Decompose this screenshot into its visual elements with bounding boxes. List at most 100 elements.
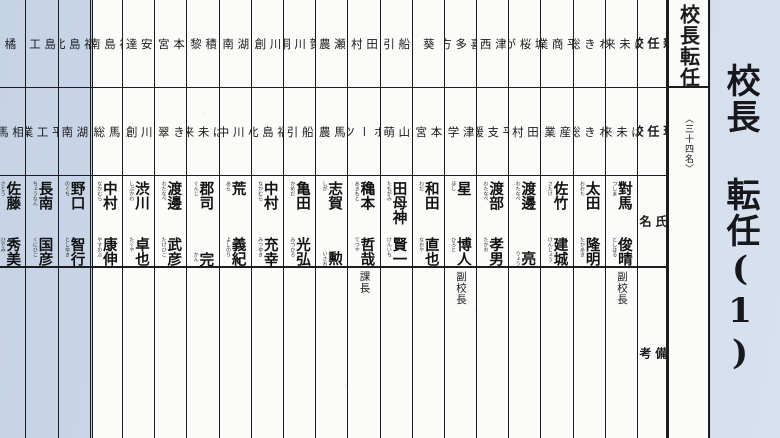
cell-person-name: 志賀 しが勲いさお [316, 176, 348, 268]
table-column[interactable]: 会津西陵平支援渡部わたなべ孝男たかお [477, 0, 510, 438]
person-given-name-furigana: くにひこ [31, 237, 38, 257]
cell-note [187, 268, 218, 438]
cell-note [26, 268, 57, 438]
cell-note [0, 268, 25, 438]
school-name: スポーツ課 [348, 125, 380, 139]
person-surname: 渋川 [133, 181, 151, 210]
person-surname: 野口 [68, 181, 86, 210]
table-column[interactable]: 須賀川創英館福島北中村なかむら充幸みつゆき [251, 0, 284, 438]
school-name: 相馬総合 [91, 125, 122, 139]
person-given-name: 直也 [422, 237, 440, 266]
page-headline: 校長 転任(1) [720, 63, 761, 375]
table-title-column: 校長転任 〈三十四名〉 [668, 0, 710, 438]
cell-new-school: 喜多方 [444, 0, 477, 88]
person-surname-furigana: わたなべ [160, 181, 167, 201]
table-column[interactable]: 磐城桜が丘田村渡邊わたなべ亮りょう [509, 0, 542, 438]
school-name: 橘 [3, 37, 18, 51]
school-name: いわき総合 [573, 37, 605, 51]
table-column[interactable]: 葵本宮和田 わだ 直也 なおや [412, 0, 445, 438]
cell-current-school: 小高産業技術 [541, 88, 573, 176]
person-surname: 長南 [36, 181, 54, 210]
person-given-name-furigana: りょう [514, 251, 521, 266]
person-surname-furigana: さとう [0, 181, 6, 196]
table-count: 〈三十四名〉 [683, 114, 693, 174]
school-name: 田村 [510, 125, 541, 139]
person-surname-furigana: さたけ [546, 181, 553, 196]
table-column[interactable]: 平商業小高産業技術佐竹さたけ建城けんじょう [541, 0, 574, 438]
person-given-name: 充幸 [261, 237, 279, 266]
person-surname: 渡部 [487, 181, 505, 210]
table-column[interactable]: 安積黎明ふたば未来学園郡司ぐんじ完かん [187, 0, 220, 438]
person-given-name-furigana: としゆき [64, 237, 71, 257]
person-surname-furigana: しが [321, 181, 328, 191]
table-column[interactable]: 福島南〈兼〉ふくしま新世相馬総合中村なかむら康伸やすのぶ [90, 0, 123, 438]
person-surname-furigana: なかむら [257, 181, 264, 201]
person-surname-furigana: わたなべ [514, 181, 521, 201]
table-column[interactable]: 橘相馬佐藤 さとう 秀美 ひでみ [0, 0, 27, 438]
person-given-name: 建城 [551, 237, 569, 266]
cell-person-name: 星ほし 博人 ひろと [444, 176, 477, 268]
table-column[interactable]: 岩瀬農業相馬農業志賀しが勲いさお [316, 0, 349, 438]
person-given-name: 光弘 [293, 237, 311, 266]
person-given-name: 哲哉 [358, 237, 376, 266]
table-column[interactable]: 船引郡山萌世田母神たもがみ賢一けんいち [380, 0, 413, 438]
table-column[interactable]: ふたば未来学園〈兼〉ふたば未来学園中ふたば未来学園對馬つしま俊晴としはる副校長 [605, 0, 638, 438]
table-column[interactable]: 喜多方会津学鳳星ほし博人ひろと副校長 [444, 0, 478, 438]
school-name: 本宮 [414, 125, 444, 139]
row-header-label: 新任校 [638, 37, 666, 51]
table-column[interactable]: 本宮いわき翠の杜渡邊わたなべ武彦たけひこ [155, 0, 188, 438]
table-column[interactable]: 須賀川桐陽船引亀田かめだ光弘みつひろ [283, 0, 317, 438]
person-given-name-furigana: たかあき [579, 237, 586, 257]
cell-current-school: 郡山萌世 [380, 88, 412, 176]
person-given-name-furigana: なおや [418, 237, 425, 252]
cell-current-school: スポーツ課 [348, 88, 380, 176]
cell-new-school: いわき総合 [573, 0, 605, 88]
cell-current-school: 小川中〈いわき市〉 [219, 88, 251, 176]
table-column[interactable]: 田村スポーツ課穐本あきもと哲哉てつや課長 [348, 0, 381, 438]
school-name: 船引 [285, 125, 315, 139]
cell-note [123, 268, 154, 438]
cell-new-school: 須賀川創英館 [251, 0, 283, 88]
cell-current-school: 湖南 [58, 88, 90, 176]
cell-note [381, 268, 412, 438]
cell-new-school: 安積黎明 [187, 0, 219, 88]
cell-person-name: 佐竹 さたけ 建城 けんじょう [541, 176, 573, 268]
cell-note [91, 268, 122, 438]
table-column[interactable]: 福島工業平工業長南ちょうなん国彦くにひこ [26, 0, 59, 438]
person-surname: 佐竹 [551, 181, 569, 210]
cell-new-school: 会津西陵 [477, 0, 509, 88]
cell-new-school: 湖南 [219, 0, 251, 88]
cell-note [59, 268, 90, 438]
cell-current-school: 相馬 [0, 88, 26, 176]
cell-new-school: 橘 [0, 0, 26, 88]
school-name: ふたば未来学園 [187, 125, 219, 139]
person-given-name: 国彦 [36, 237, 54, 266]
cell-note [220, 268, 251, 438]
person-surname-furigana: たもがみ [385, 181, 392, 201]
person-surname: 對馬 [615, 181, 633, 210]
person-given-name-furigana: たくや [128, 237, 135, 252]
cell-current-school: いわき総合 [573, 88, 605, 176]
person-given-name: 賢一 [390, 237, 408, 266]
cell-person-name: 亀田 かめだ 光弘 みつひろ [283, 176, 316, 268]
school-name: 葵 [421, 37, 436, 51]
table-column[interactable]: 安達須賀川創英館渋川しぶかわ卓也たくや [123, 0, 156, 438]
note-label: 副校長 [455, 271, 468, 306]
row-header-label: 現任校 [638, 125, 666, 139]
person-surname-furigana: わたなべ [482, 181, 489, 201]
cell-current-school: 平支援 [477, 88, 509, 176]
person-surname-furigana: つしま [611, 181, 618, 196]
table-column[interactable]: 福島北湖南野口 のぐち 智行 としゆき [58, 0, 91, 438]
school-name: 湖南 [221, 37, 251, 51]
school-name: 本宮 [156, 37, 186, 51]
school-name: 福島工業 [26, 37, 58, 51]
cell-current-school: 須賀川創英館 [123, 88, 155, 176]
person-surname-furigana: ちょうなん [31, 181, 38, 206]
note-label: 課長 [358, 271, 371, 294]
person-given-name: 勲 [326, 251, 344, 266]
cell-person-name: 中村 なかむら 充幸 みつゆき [251, 176, 283, 268]
school-name: 安達 [124, 37, 154, 51]
table-column[interactable]: いわき総合いわき総合太田おおた隆明たかあき [573, 0, 606, 438]
row-header-new-school: 新任校 [638, 0, 666, 88]
